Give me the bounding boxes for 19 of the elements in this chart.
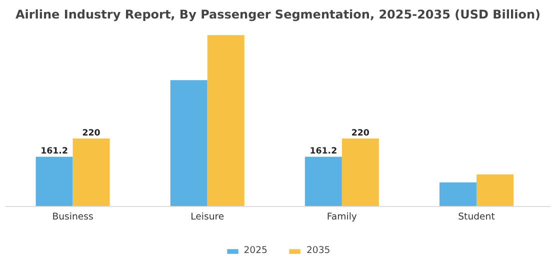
bar bbox=[72, 138, 110, 206]
legend-label: 2025 bbox=[244, 245, 268, 256]
bar bbox=[170, 80, 208, 206]
bar bbox=[342, 138, 379, 206]
legend-label: 2035 bbox=[306, 245, 330, 256]
x-tick-label: Business bbox=[52, 212, 94, 222]
bar bbox=[36, 156, 73, 206]
x-tick-label: Leisure bbox=[190, 212, 224, 222]
bar bbox=[439, 182, 476, 206]
data-label: 220 bbox=[82, 128, 100, 139]
x-tick-label: Family bbox=[326, 212, 358, 222]
bar bbox=[207, 35, 244, 206]
data-label: 161.2 bbox=[40, 146, 68, 157]
bar bbox=[476, 174, 514, 206]
chart-title: Airline Industry Report, By Passenger Segmentation, 2025-2035 (USD Billion) bbox=[15, 8, 541, 22]
data-label: 220 bbox=[351, 128, 370, 139]
data-label: 161.2 bbox=[310, 146, 338, 157]
x-tick-label: Student bbox=[458, 212, 496, 222]
bar bbox=[304, 156, 342, 206]
